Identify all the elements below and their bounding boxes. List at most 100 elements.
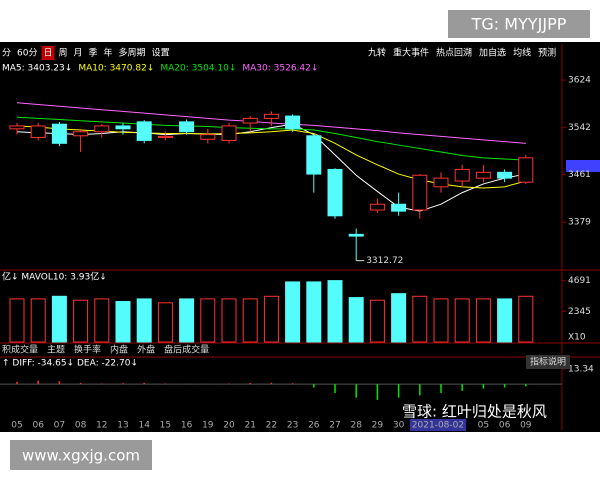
volume-bar [475,298,491,343]
x-tick-label: 05 [11,421,22,431]
candle-body [115,125,131,130]
toolbar-item[interactable]: 日 [43,48,52,59]
candle-body [9,125,25,130]
volume-bar [179,298,195,343]
tab[interactable]: 内盘 [110,344,128,356]
x-tick-label: 29 [372,421,384,431]
legend-entry: MA5: 3403.23↓ [2,64,72,74]
legend-entry: MA20: 3504.10↓ [160,64,236,74]
volume-bar [221,298,237,343]
candle-body [73,131,89,137]
tag-box [448,10,590,38]
candle-body [263,113,279,119]
x-tick-label: 26 [308,421,320,431]
candle-body [221,125,237,141]
volume-bar [263,295,279,343]
volume-bar [518,295,534,343]
toolbar-item[interactable]: 多周期 [119,47,146,59]
toolbar-item[interactable]: 热点回溯 [436,47,472,59]
candle-body [51,123,67,144]
volume-bar [369,299,385,343]
indicator-button[interactable]: 指标说明 [530,356,566,368]
y-tick-label: 4691 [568,276,591,286]
candle-body [475,171,491,179]
x-tick-label: 15 [160,421,171,431]
candle-body [30,125,46,139]
legend-entry: MA10: 3470.82↓ [78,64,154,74]
watermark: 雪球: 红叶归处是秋风 [402,403,547,421]
volume-bar [242,298,258,343]
footer: www.xgxjg.com [22,447,140,465]
candle-body [94,125,110,133]
macd-title: ↑ DIFF: -34.65↓ DEA: -22.70↓ [2,359,138,369]
tab[interactable]: 盘后成交量 [164,344,209,356]
x-tick-label: 06 [32,421,44,431]
candle-body [348,233,364,237]
tab[interactable]: 换手率 [74,344,101,356]
legend-entry: MA30: 3526.42↓ [242,64,318,74]
volume-bar [157,302,173,343]
x-tick-label: 27 [329,421,340,431]
y-tick-label: 13.34 [568,365,594,375]
candle-body [412,174,428,211]
volume-bar [454,298,470,343]
y-tick-label: 3379 [568,218,591,228]
candle-body [391,203,407,212]
x-tick-label: 06 [499,421,511,431]
candle-body [136,121,152,141]
x-tick-label: 23 [287,421,298,431]
volume-bar [412,295,428,343]
candle-body [327,168,343,217]
x-tick-label: 22 [266,421,277,431]
x-tick-label: 21 [244,421,255,431]
toolbar-item[interactable]: 周 [58,48,67,59]
toolbar-item[interactable]: 设置 [152,48,170,59]
toolbar-item[interactable]: 均线 [513,47,531,59]
volume-bar [73,299,89,343]
tab[interactable]: 积成交量 [2,344,38,356]
unit-label: X10 [568,333,586,343]
volume-bar [94,298,110,343]
x-tick-label: 19 [202,421,214,431]
y-tick-label: 2345 [568,307,591,317]
tab[interactable]: 主题 [47,344,65,356]
toolbar-item[interactable]: 60分 [17,48,37,59]
toolbar-item[interactable]: 重大事件 [393,47,429,59]
x-tick-label: 14 [138,421,150,431]
candle-body [179,121,195,133]
volume-bar [115,301,131,343]
candle-body [433,177,449,188]
toolbar-item[interactable]: 季 [89,47,98,59]
x-tick-label: 30 [393,421,405,431]
candle-body [454,168,470,182]
volume-bar [306,281,322,343]
x-tick-label: 2021-08-02 [412,421,464,431]
toolbar-item[interactable]: 分 [2,48,11,59]
toolbar-item[interactable]: 九转 [368,47,386,59]
volume-bar [348,297,364,343]
volume-bar [51,295,67,343]
tab[interactable]: 外盘 [137,344,155,356]
volume-bar [327,280,343,343]
x-tick-label: 09 [520,421,532,431]
candle-body [285,115,301,130]
toolbar-item[interactable]: 月 [74,48,83,59]
toolbar-item[interactable]: 预测 [538,48,556,59]
candle-body [200,134,216,140]
y-tick-label: 3624 [568,76,591,86]
toolbar-item[interactable]: 年 [104,47,113,59]
x-tick-label: 28 [350,421,362,431]
x-label-bg [409,419,467,431]
x-tick-label: 12 [96,421,107,431]
y-tick-label: 3542 [568,123,591,133]
tag: TG: MYYJJPP [471,15,567,34]
volume-bar [30,298,46,343]
volume-bar [497,298,513,343]
toolbar-item[interactable]: 加自选 [479,47,506,59]
candle-body [497,171,513,179]
low-annotation: 3312.72 [366,256,403,266]
volume-title: 亿↓ MAVOL10: 3.93亿↓ [2,271,107,283]
footer-box [10,440,152,470]
x-tick-label: 08 [75,421,87,431]
candle-body [242,117,258,124]
